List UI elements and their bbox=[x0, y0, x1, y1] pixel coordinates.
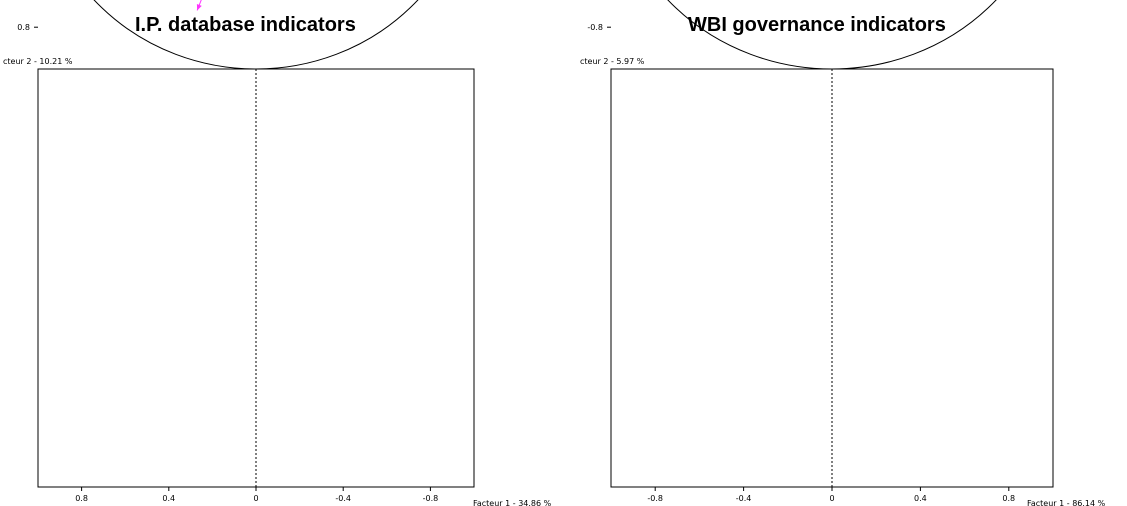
left-vector-head-0 bbox=[196, 3, 202, 11]
right-y-axis-label: cteur 2 - 5.97 % bbox=[580, 57, 645, 66]
right-x-tick-label: -0.8 bbox=[647, 494, 663, 503]
left-x-tick-label: 0.8 bbox=[75, 494, 88, 503]
chart-title-left: I.P. database indicators bbox=[135, 14, 356, 36]
left-x-tick-label: 0.4 bbox=[162, 494, 175, 503]
chart-title-right: WBI governance indicators bbox=[688, 14, 946, 36]
left-correlation-circle bbox=[93, 0, 419, 70]
right-x-tick-label: 0 bbox=[829, 494, 834, 503]
left-x-tick-label: -0.8 bbox=[423, 494, 439, 503]
left-x-axis-label: Facteur 1 - 34.86 % bbox=[473, 499, 552, 506]
right-x-tick-label: -0.4 bbox=[736, 494, 752, 503]
right-x-tick-label: 0.8 bbox=[1002, 494, 1015, 503]
left-x-tick-label: 0 bbox=[253, 494, 258, 503]
right-correlation-circle bbox=[667, 0, 997, 70]
right-y-tick-label: -0.8 bbox=[587, 23, 603, 32]
left-x-tick-label: -0.4 bbox=[335, 494, 351, 503]
left-y-tick-label: 0.8 bbox=[17, 23, 30, 32]
left-y-axis-label: cteur 2 - 10.21 % bbox=[3, 57, 73, 66]
right-x-tick-label: 0.4 bbox=[914, 494, 927, 503]
right-x-axis-label: Facteur 1 - 86.14 % bbox=[1027, 499, 1106, 506]
